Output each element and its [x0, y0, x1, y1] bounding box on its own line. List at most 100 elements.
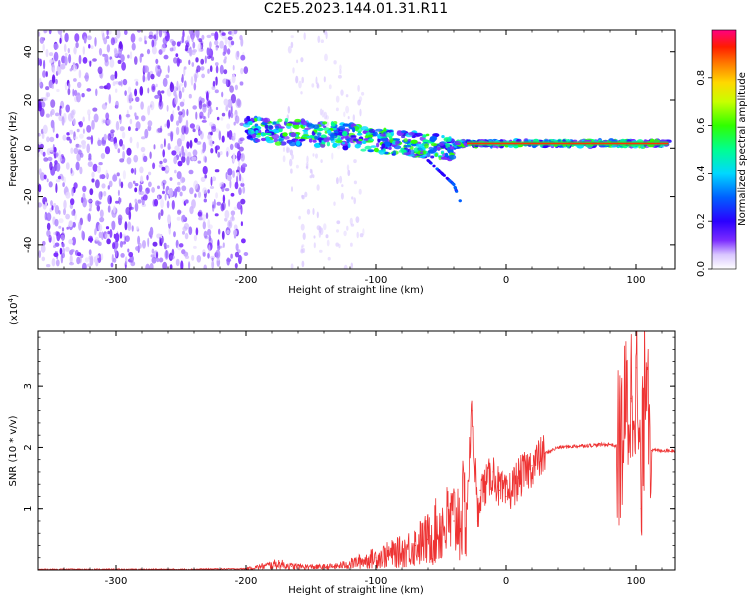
noise-speckle [185, 255, 189, 259]
noise-speckle [195, 112, 197, 120]
noise-speckle [64, 56, 68, 66]
noise-speckle [240, 55, 245, 61]
noise-speckle [157, 65, 160, 69]
branch-mark [446, 177, 449, 180]
branch-mark [443, 174, 446, 177]
noise-speckle [88, 213, 91, 222]
noise-speckle [145, 40, 148, 44]
noise-speckle [173, 231, 176, 237]
noise-speckle [182, 231, 185, 235]
noise-speckle [120, 54, 124, 62]
noise-speckle [115, 233, 119, 242]
noise-speckle [203, 116, 206, 120]
ridge-mark [275, 126, 279, 130]
noise-speckle [63, 200, 66, 209]
ridge-mark [371, 145, 377, 148]
ridge-mark [331, 123, 336, 127]
noise-speckle [105, 113, 109, 120]
noise-speckle [225, 188, 229, 191]
noise-speckle [118, 197, 121, 205]
noise-speckle [127, 249, 129, 253]
noise-speckle [46, 264, 50, 267]
noise-speckle [235, 252, 239, 258]
noise-speckle [92, 58, 97, 61]
noise-speckle [153, 35, 156, 40]
ridge-mark [283, 136, 290, 140]
noise-speckle [175, 53, 178, 57]
noise-speckle [40, 108, 45, 117]
noise-speckle [56, 134, 59, 139]
ridge-mark [381, 143, 385, 148]
ridge-mark [435, 153, 438, 157]
noise-speckle [236, 98, 240, 106]
noise-speckle [235, 263, 238, 268]
noise-speckle [176, 127, 179, 135]
noise-speckle [101, 253, 103, 260]
noise-speckle [50, 99, 55, 108]
noise-speckle [215, 192, 218, 198]
streak-speckle [291, 35, 294, 38]
noise-speckle [226, 230, 230, 235]
noise-speckle [83, 128, 85, 134]
streak-speckle [317, 225, 321, 230]
snr-point [336, 566, 337, 567]
noise-speckle [188, 261, 190, 269]
ridge-mark [255, 130, 258, 134]
ridge-mark [333, 143, 338, 148]
noise-speckle [189, 170, 194, 175]
streak-speckle [304, 32, 306, 40]
x-tick-label: -200 [235, 576, 258, 587]
noise-speckle [146, 187, 151, 193]
noise-speckle [65, 192, 70, 199]
noise-speckle [111, 221, 115, 231]
noise-speckle [106, 239, 111, 245]
noise-speckle [73, 47, 76, 54]
ridge-mark [391, 132, 395, 136]
spectrogram-x-ticks: -300 -200 -100 0 100 [38, 30, 662, 286]
noise-speckle [79, 70, 82, 79]
noise-speckle [239, 137, 244, 141]
noise-speckle [181, 125, 185, 134]
noise-speckle [136, 226, 139, 229]
snr-point [477, 520, 478, 521]
noise-speckle [113, 81, 116, 86]
noise-speckle [107, 44, 110, 52]
noise-speckle [136, 142, 139, 149]
noise-speckle [70, 68, 73, 71]
colorbar-tick-label: 0.6 [696, 118, 707, 134]
streak-speckle [315, 153, 318, 158]
noise-speckle [191, 35, 193, 42]
snr-y-label: SNR (10 * v/v) [8, 415, 19, 486]
ridge-mark [243, 123, 250, 127]
noise-speckle [220, 65, 224, 75]
noise-speckle [164, 250, 168, 260]
noise-speckle [175, 94, 178, 99]
noise-speckle [163, 78, 168, 87]
noise-speckle [188, 60, 190, 65]
colorbar-gradient [712, 30, 736, 269]
noise-speckle [240, 205, 242, 214]
noise-speckle [65, 214, 70, 220]
noise-speckle [223, 52, 226, 56]
y-tick-label: -20 [23, 188, 34, 204]
ridge-mark [282, 132, 288, 136]
noise-speckle [110, 59, 115, 68]
ridge-mark [423, 150, 426, 154]
noise-speckle [125, 221, 128, 230]
ridge-mark [285, 118, 289, 123]
streak-speckle [302, 195, 305, 199]
streak-speckle [291, 263, 294, 269]
noise-speckle [228, 199, 230, 207]
ridge-mark [307, 123, 313, 127]
noise-speckle [99, 217, 104, 222]
noise-speckle [82, 263, 87, 271]
noise-speckle [234, 207, 238, 211]
noise-speckle [216, 47, 218, 51]
noise-speckle [191, 199, 196, 209]
noise-speckle [233, 230, 237, 236]
noise-speckle [111, 37, 115, 45]
ridge-mark [318, 138, 323, 141]
noise-speckle [110, 74, 115, 80]
noise-speckle [202, 103, 206, 113]
